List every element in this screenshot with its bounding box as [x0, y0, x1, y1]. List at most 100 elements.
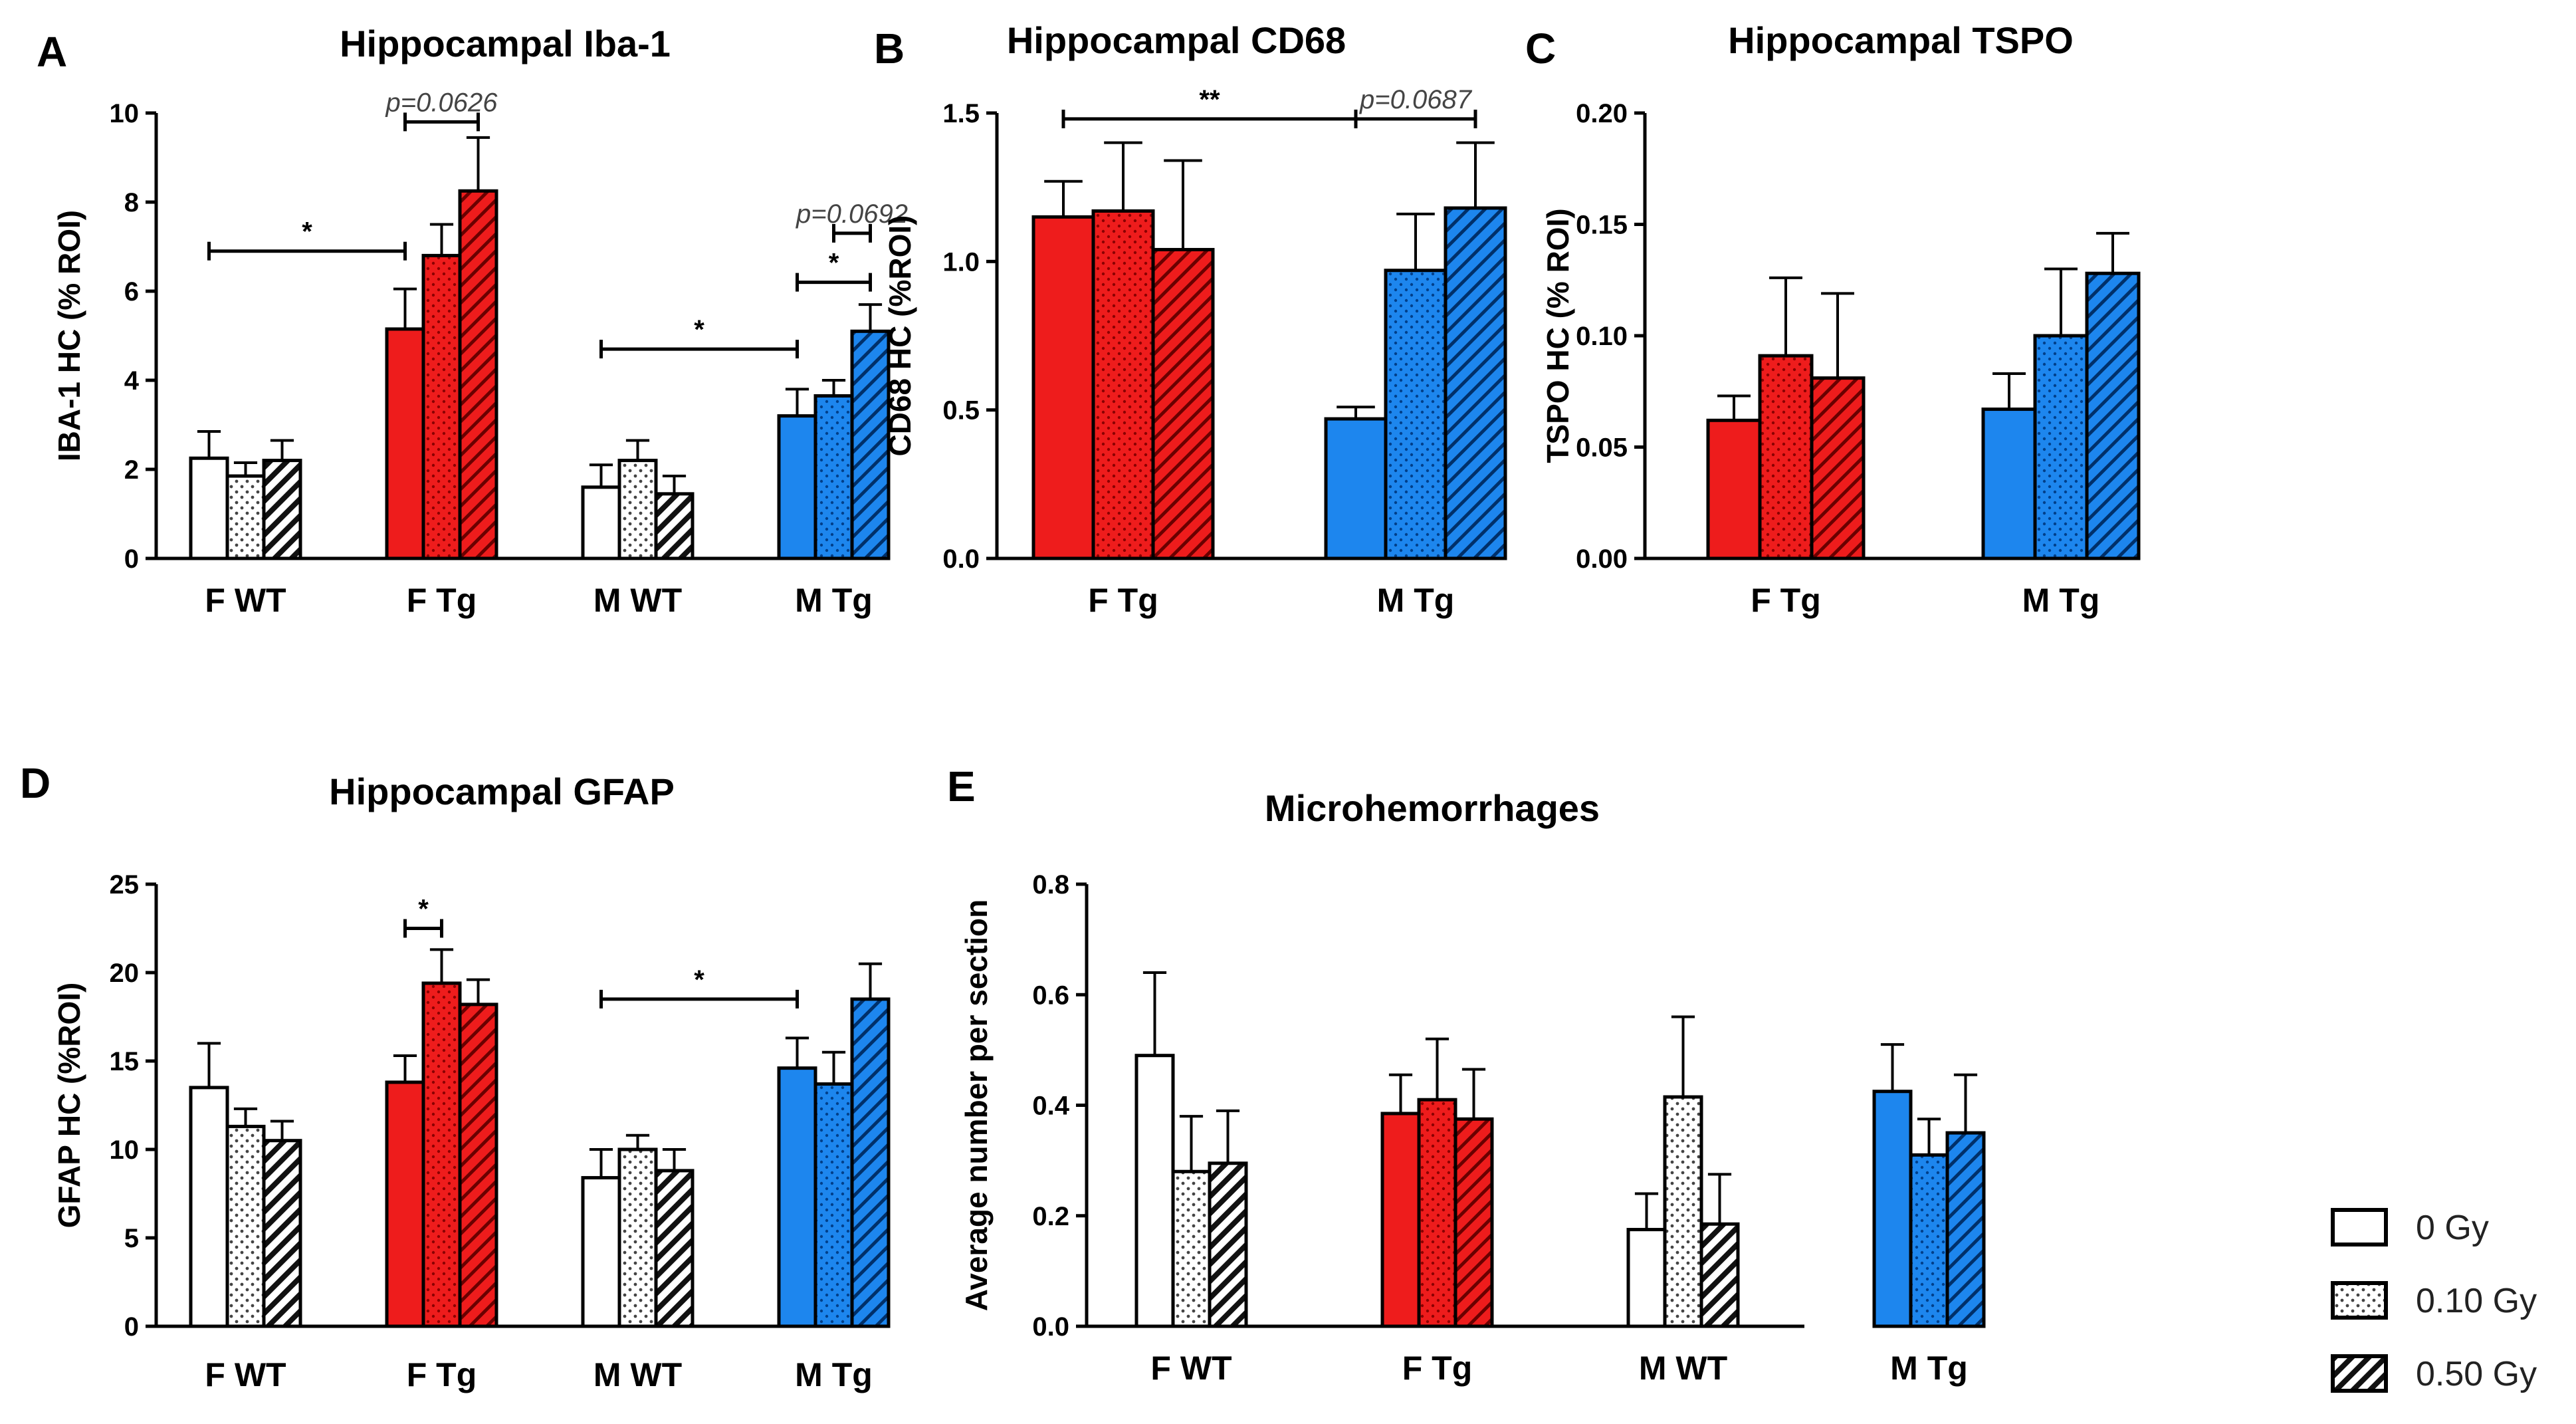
y-tick-label: 0.4	[1032, 1092, 1069, 1121]
bars	[189, 136, 891, 560]
significance-bracket: *	[403, 895, 443, 938]
significance-label: *	[418, 895, 429, 924]
y-tick-label: 10	[110, 99, 140, 128]
bar	[1945, 1131, 1986, 1328]
bar	[189, 1086, 229, 1328]
bar	[262, 1139, 302, 1328]
significance-bracket: p=0.0687	[1354, 85, 1477, 128]
y-tick-label: 0.20	[1576, 99, 1628, 128]
bar	[458, 189, 498, 560]
x-category-label: F Tg	[1751, 582, 1821, 619]
bar	[1324, 417, 1388, 560]
bar	[2033, 334, 2089, 560]
legend-swatch	[2331, 1354, 2388, 1393]
bar	[1453, 1117, 1494, 1328]
bar	[1706, 418, 1762, 560]
bar	[654, 1169, 695, 1328]
bar	[2085, 271, 2141, 560]
bar	[1699, 1222, 1740, 1328]
bar	[581, 485, 621, 560]
legend-item: 0.50 Gy	[2331, 1354, 2537, 1393]
significance-bracket: p=0.0692	[796, 199, 908, 243]
legend-label: 0.10 Gy	[2416, 1282, 2537, 1320]
significance-bracket: *	[599, 315, 799, 359]
chart-title: Hippocampal GFAP	[329, 771, 675, 812]
bar	[777, 414, 817, 560]
panel-letter: A	[37, 28, 67, 76]
bar	[1208, 1161, 1248, 1328]
panel-letter: B	[874, 25, 905, 72]
bar	[421, 253, 462, 560]
y-axis-label: CD68 HC (%ROI)	[883, 215, 917, 457]
significance-label: *	[302, 217, 312, 247]
significance-label: *	[829, 249, 839, 278]
x-category-label: M WT	[593, 1356, 682, 1393]
y-tick-label: 8	[124, 188, 139, 217]
bar	[458, 1003, 498, 1328]
significance-bracket: p=0.0626	[385, 88, 498, 132]
significance-label: *	[694, 965, 704, 995]
y-tick-label: 6	[124, 277, 139, 306]
y-tick-label: 1.0	[942, 247, 980, 277]
bar	[813, 1082, 854, 1328]
chart-title: Hippocampal CD68	[1007, 19, 1346, 61]
bar	[225, 1124, 266, 1328]
bar	[850, 997, 891, 1328]
bars	[1706, 231, 2141, 560]
y-axis-label: TSPO HC (% ROI)	[1541, 208, 1575, 463]
bar	[385, 1080, 425, 1328]
legend-label: 0 Gy	[2416, 1209, 2489, 1247]
x-category-label: M Tg	[1890, 1350, 1968, 1387]
significance-bracket: *	[796, 249, 872, 292]
bar	[617, 1147, 658, 1328]
significance-bracket: *	[599, 965, 799, 1009]
y-tick-label: 1.5	[942, 99, 980, 128]
y-tick-label: 0.15	[1576, 211, 1628, 240]
y-tick-label: 0.10	[1576, 322, 1628, 351]
bar	[1031, 215, 1095, 560]
chart-title: Hippocampal Iba-1	[340, 23, 671, 64]
y-tick-label: 0.00	[1576, 544, 1628, 574]
chart-title: Hippocampal TSPO	[1728, 19, 2074, 61]
panel-b: B Hippocampal CD68 0.0 0.5 1.0 1.5 CD68 HC (%R…	[874, 19, 1507, 619]
bar	[1380, 1112, 1421, 1328]
bar	[1909, 1153, 1949, 1328]
x-category-label: F Tg	[1402, 1350, 1473, 1387]
bar	[421, 981, 462, 1328]
y-tick-label: 5	[124, 1224, 139, 1253]
panel-c: C Hippocampal TSPO 0.00 0.05 0.10 0.15 0.20 TSP…	[1525, 19, 2141, 619]
legend-swatch	[2331, 1208, 2388, 1246]
y-tick-label: 4	[124, 366, 140, 396]
x-category-label: M WT	[1639, 1350, 1727, 1387]
bar	[850, 329, 891, 560]
significance-bracket: *	[207, 217, 407, 261]
bar	[813, 394, 854, 560]
x-category-label: F WT	[205, 582, 286, 619]
bar	[581, 1176, 621, 1328]
y-tick-label: 0	[124, 1312, 139, 1342]
y-axis-label: GFAP HC (%ROI)	[52, 983, 86, 1229]
bars	[1134, 971, 1986, 1328]
bar	[617, 459, 658, 560]
bar	[1444, 206, 1507, 560]
y-tick-label: 0.05	[1576, 433, 1628, 463]
x-category-label: F WT	[1150, 1350, 1232, 1387]
bar	[777, 1066, 817, 1328]
y-tick-label: 0.5	[942, 396, 980, 425]
x-category-label: F WT	[205, 1356, 286, 1393]
legend-item: 0.10 Gy	[2331, 1281, 2537, 1320]
y-tick-label: 2	[124, 455, 139, 485]
y-tick-label: 0.0	[942, 544, 980, 574]
x-category-label: F Tg	[407, 1356, 477, 1393]
bar	[654, 492, 695, 560]
y-tick-label: 0.8	[1032, 870, 1069, 899]
significance-label: *	[694, 315, 704, 344]
bar	[189, 456, 229, 560]
y-tick-label: 0.0	[1032, 1312, 1069, 1342]
y-tick-label: 10	[110, 1135, 140, 1165]
significance-bracket: **	[1061, 85, 1358, 128]
bar	[1981, 408, 2037, 560]
bar	[262, 459, 302, 560]
y-tick-label: 0.2	[1032, 1202, 1069, 1231]
